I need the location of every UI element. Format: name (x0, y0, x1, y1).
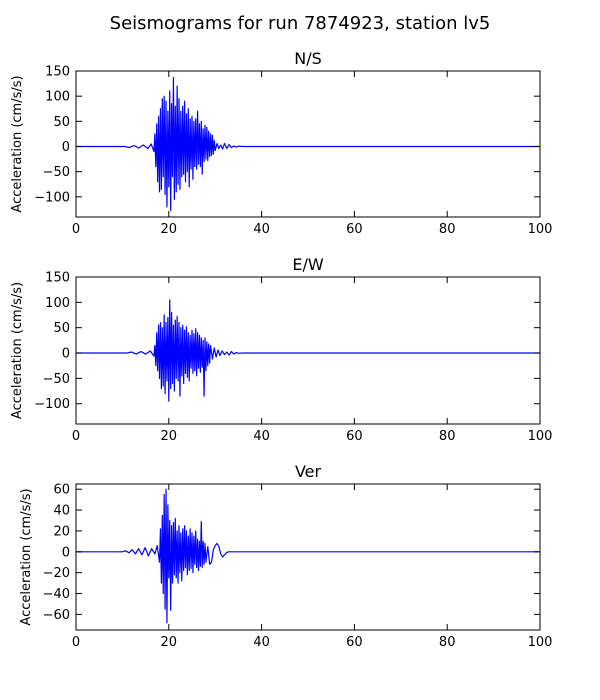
x-tick-label: 100 (528, 429, 553, 444)
x-tick-label: 20 (161, 429, 178, 444)
panel-e-w: E/W 0 20 40 60 80 100 −100 −50 0 50 100 150 Accelerat… (10, 255, 552, 444)
panel-title: N/S (294, 49, 322, 68)
y-tick-label: 40 (53, 504, 70, 519)
y-tick-label: −40 (43, 587, 70, 602)
x-tick-label: 40 (253, 429, 270, 444)
x-tick-label: 60 (346, 429, 363, 444)
y-tick-label: 20 (53, 524, 70, 539)
panels-container: N/S 0 20 40 60 80 100 −100 −50 0 50 100 150 Accelerat… (10, 49, 552, 650)
axes-frame (75, 483, 541, 631)
x-tick-label: 100 (528, 222, 553, 237)
x-tick-label: 40 (253, 222, 270, 237)
y-tick-label: −100 (34, 190, 70, 205)
y-tick-label: 50 (53, 321, 70, 336)
y-tick-label: 150 (45, 65, 70, 80)
seismogram-trace (76, 299, 540, 402)
x-tick-label: 0 (72, 429, 80, 444)
x-tick-label: 80 (439, 222, 456, 237)
figure-title: Seismograms for run 7874923, station lv5 (110, 13, 491, 34)
x-tick-label: 60 (346, 222, 363, 237)
x-tick-label: 0 (72, 222, 80, 237)
y-tick-label: 50 (53, 115, 70, 130)
axes-frame (75, 70, 541, 218)
x-tick-label: 60 (346, 635, 363, 650)
axes-frame (75, 276, 541, 425)
seismogram-trace (76, 488, 540, 624)
y-tick-label: 0 (62, 545, 70, 560)
panel-title: Ver (295, 462, 322, 481)
y-tick-label: 150 (45, 271, 70, 286)
panel-title: E/W (292, 255, 324, 274)
y-tick-label: −50 (43, 165, 70, 180)
y-axis-label: Acceleration (cm/s/s) (10, 75, 25, 212)
y-tick-label: 0 (62, 140, 70, 155)
y-tick-label: −50 (43, 372, 70, 387)
y-axis-label: Acceleration (cm/s/s) (10, 282, 25, 419)
x-tick-label: 40 (253, 635, 270, 650)
y-tick-label: 0 (62, 347, 70, 362)
panel-ver: Ver 0 20 40 60 80 100 −60 −40 −20 0 20 40 60 Accelerat… (19, 462, 552, 650)
seismogram-trace (76, 76, 540, 212)
x-tick-label: 20 (161, 635, 178, 650)
x-tick-label: 0 (72, 635, 80, 650)
y-axis-label: Acceleration (cm/s/s) (19, 488, 34, 625)
y-tick-label: 60 (53, 483, 70, 498)
y-tick-label: −60 (43, 608, 70, 623)
x-tick-label: 80 (439, 429, 456, 444)
y-tick-label: −20 (43, 566, 70, 581)
y-tick-label: 100 (45, 296, 70, 311)
x-tick-label: 80 (439, 635, 456, 650)
x-tick-label: 100 (528, 635, 553, 650)
y-tick-label: −100 (34, 397, 70, 412)
x-tick-label: 20 (161, 222, 178, 237)
panel-n-s: N/S 0 20 40 60 80 100 −100 −50 0 50 100 150 Accelerat… (10, 49, 552, 237)
y-tick-label: 100 (45, 90, 70, 105)
